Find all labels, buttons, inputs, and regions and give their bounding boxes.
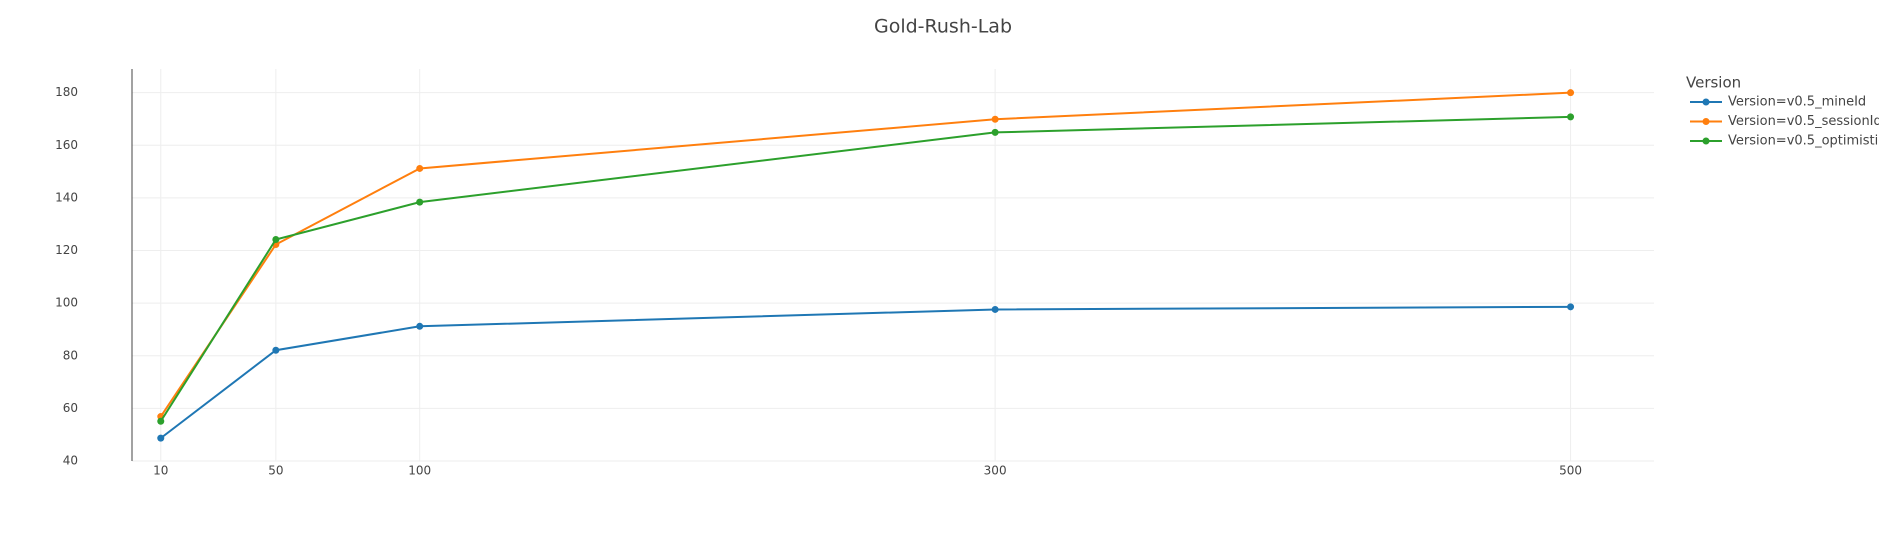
data-point [272, 235, 280, 243]
data-point [991, 305, 999, 313]
legend-label: Version=v0.5_optimistic-lo [1728, 134, 1879, 149]
y-tick-label: 100 [55, 296, 78, 310]
data-point [1567, 89, 1575, 97]
data-point [1567, 113, 1575, 121]
data-point [416, 198, 424, 206]
legend-marker [1702, 98, 1710, 106]
series-line [159, 115, 1571, 422]
data-point [1567, 303, 1575, 311]
data-point [991, 128, 999, 136]
data-point [272, 346, 280, 354]
y-tick-label: 80 [63, 348, 78, 362]
y-tick-label: 40 [63, 454, 78, 468]
data-point [991, 115, 999, 123]
data-point [416, 322, 424, 330]
legend-marker [1702, 118, 1710, 125]
legend-label: Version=v0.5_sessionId [1728, 114, 1879, 129]
series-line [160, 305, 1571, 439]
data-point [157, 417, 165, 425]
y-tick-label: 60 [63, 401, 78, 415]
x-tick-label: 10 [153, 464, 168, 478]
data-point [416, 164, 424, 172]
x-tick-label: 300 [984, 464, 1007, 478]
x-tick-label: 500 [1559, 464, 1582, 478]
y-tick-label: 180 [55, 85, 78, 99]
y-tick-label: 160 [55, 138, 78, 152]
x-tick-label: 50 [268, 464, 283, 478]
y-tick-label: 140 [55, 190, 78, 204]
chart-title: Gold-Rush-Lab [874, 16, 1012, 38]
y-tick-label: 120 [55, 243, 78, 257]
data-point [157, 434, 165, 442]
series-line [159, 91, 1571, 418]
x-tick-label: 100 [408, 464, 431, 478]
legend-title: Version [1686, 74, 1741, 92]
legend-marker [1702, 137, 1710, 145]
legend-label: Version=v0.5_mineId [1728, 95, 1866, 110]
